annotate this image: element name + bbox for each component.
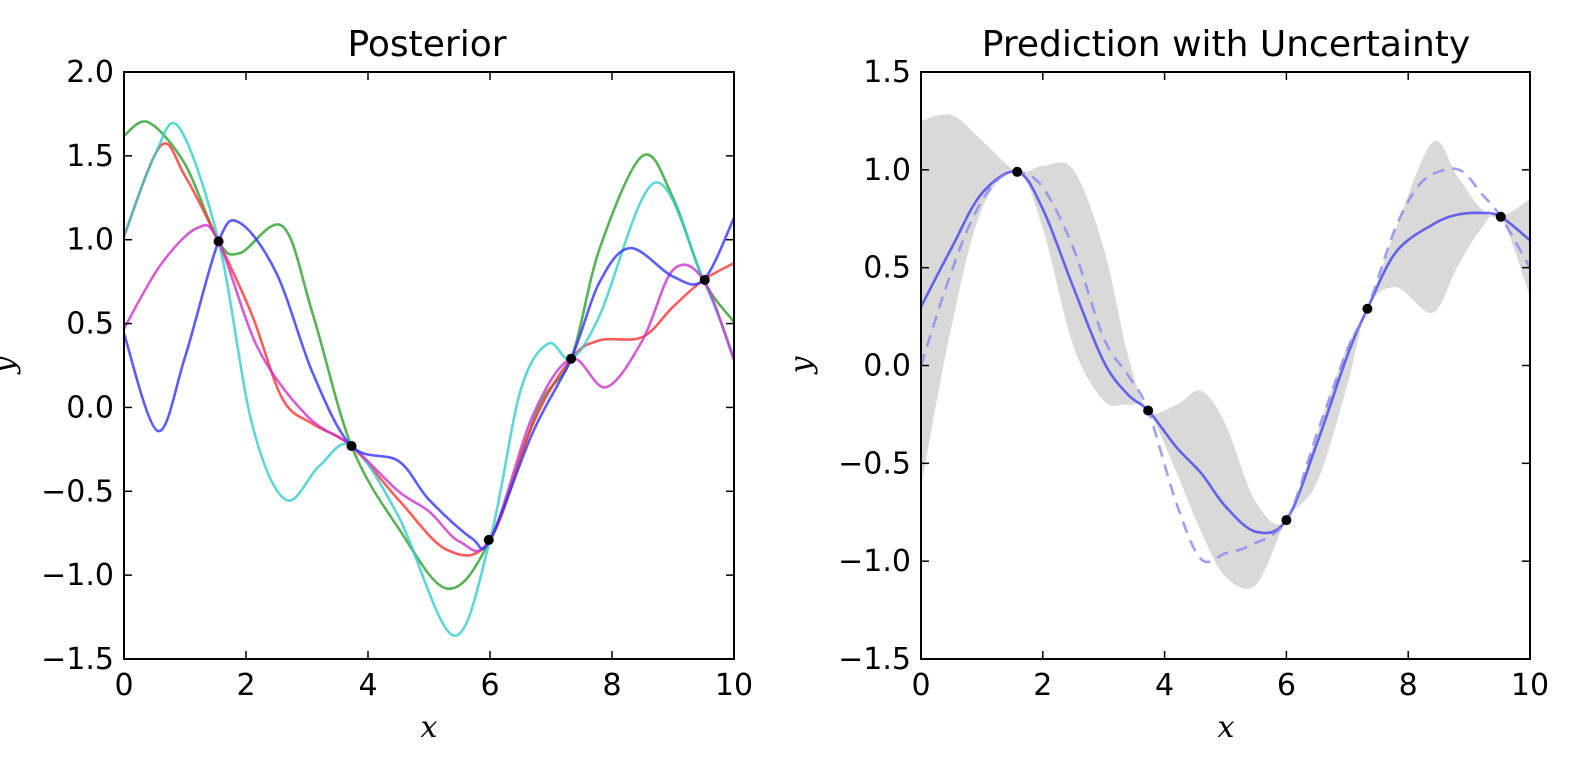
- y-tick-label: −1.0: [41, 558, 114, 593]
- prediction-line-0: [921, 170, 1530, 535]
- x-tick-label: 4: [1155, 668, 1174, 703]
- chart-title: Posterior: [347, 24, 506, 65]
- y-tick-label: 1.0: [863, 153, 911, 188]
- y-tick-label: 0.5: [863, 251, 911, 286]
- axis-ticks: 0 2 4 6 8 10 −1.5 −1.0 −0.5 0.0 0.5 1.0 1.5 2.0: [41, 55, 753, 703]
- observation-point: [346, 441, 357, 452]
- observation-point: [1362, 303, 1373, 314]
- x-tick-label: 4: [358, 668, 377, 703]
- x-tick-label: 10: [715, 668, 753, 703]
- y-tick-label: 1.0: [66, 223, 114, 258]
- x-tick-label: 2: [1033, 668, 1052, 703]
- observation-point: [483, 534, 494, 545]
- y-tick-label: 2.0: [66, 55, 114, 90]
- observation-point: [699, 274, 710, 285]
- observation-point: [566, 353, 577, 364]
- y-tick-label: −1.5: [41, 642, 114, 677]
- x-axis-label: x: [421, 710, 438, 745]
- sample-line-3: [124, 223, 734, 553]
- y-tick-label: −0.5: [41, 474, 114, 509]
- axis-ticks: 0 2 4 6 8 10 −1.5 −1.0 −0.5 0.0 0.5 1.0 1.5: [838, 55, 1549, 703]
- y-tick-label: −0.5: [838, 446, 911, 481]
- x-tick-label: 6: [1277, 668, 1296, 703]
- sample-line-1: [124, 142, 734, 557]
- chart-title: Prediction with Uncertainty: [982, 24, 1470, 65]
- uncertainty-band: [921, 114, 1530, 589]
- x-axis-label: x: [1218, 710, 1235, 745]
- plot-frame: [123, 71, 735, 660]
- sample-line-0: [124, 120, 734, 590]
- posterior-chart: Posterior 0 2 4 6 8 10 −1.5 −1.0 −0.5 0.0 0.5 1.0 1.…: [0, 24, 753, 745]
- x-tick-label: 0: [114, 668, 133, 703]
- x-tick-label: 8: [602, 668, 621, 703]
- observation-point: [1012, 166, 1023, 177]
- sample-line-2: [124, 121, 734, 637]
- x-tick-label: 2: [236, 668, 255, 703]
- observation-point: [1281, 515, 1292, 526]
- x-tick-label: 8: [1399, 668, 1418, 703]
- x-tick-label: 0: [911, 668, 930, 703]
- x-tick-label: 6: [480, 668, 499, 703]
- observation-point: [1143, 405, 1154, 416]
- y-tick-label: 1.5: [66, 139, 114, 174]
- y-tick-label: 0.0: [863, 349, 911, 384]
- y-tick-label: 0.5: [66, 307, 114, 342]
- observation-point: [213, 236, 224, 247]
- y-tick-label: −1.5: [838, 642, 911, 677]
- y-tick-label: 1.5: [863, 55, 911, 90]
- x-tick-label: 10: [1511, 668, 1549, 703]
- plot-area: [921, 114, 1530, 589]
- y-tick-label: 0.0: [66, 390, 114, 425]
- prediction-chart: Prediction with Uncertainty 0 2 4 6 8 10 −1.5 −…: [784, 24, 1549, 745]
- y-tick-label: −1.0: [838, 544, 911, 579]
- observation-point: [1495, 211, 1506, 222]
- sample-line-4: [124, 217, 734, 551]
- y-axis-label: y: [0, 355, 22, 375]
- y-axis-label: y: [784, 355, 819, 375]
- plot-area: [124, 120, 734, 637]
